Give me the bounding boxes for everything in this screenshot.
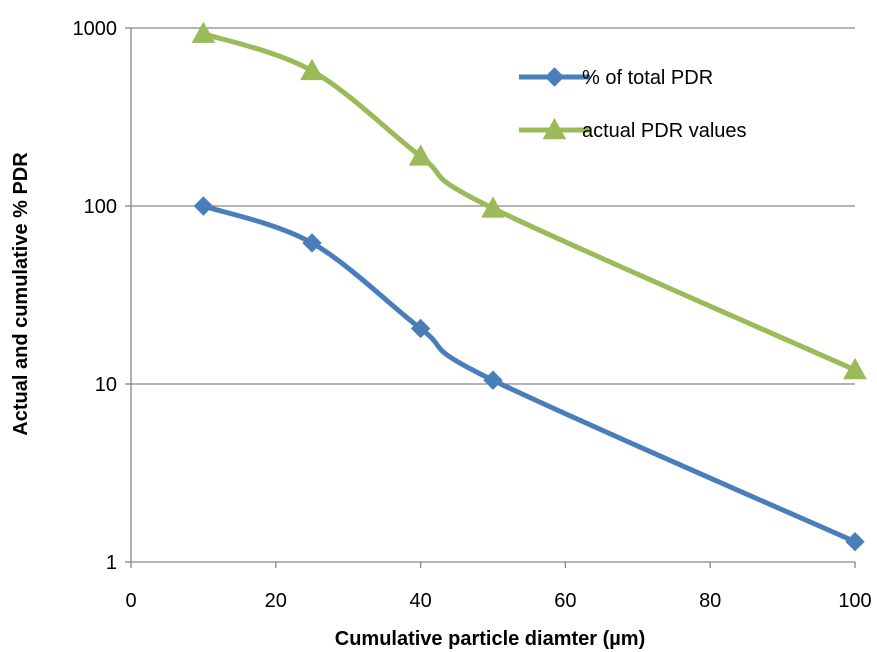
data-point-triangle xyxy=(300,58,324,81)
data-point-diamond xyxy=(845,532,865,552)
x-tick-label: 100 xyxy=(838,590,871,612)
y-tick-label: 1 xyxy=(106,552,117,574)
legend-entry-2: actual PDR values xyxy=(519,117,747,142)
series-layer xyxy=(191,21,867,552)
legend: % of total PDR actual PDR values xyxy=(519,67,747,142)
y-tick-labels: 1 10 100 1000 xyxy=(73,18,118,574)
data-point-triangle xyxy=(843,357,867,380)
x-tick-label: 20 xyxy=(265,590,287,612)
data-point-triangle xyxy=(191,21,216,43)
data-point-diamond xyxy=(302,233,322,253)
data-point-triangle xyxy=(408,144,433,166)
x-tick-label: 60 xyxy=(554,590,576,612)
y-tick-label: 10 xyxy=(95,374,117,396)
x-tick-label: 80 xyxy=(699,590,721,612)
series-line xyxy=(202,31,857,373)
y-tick-label: 100 xyxy=(84,196,117,218)
x-tick-label: 0 xyxy=(125,590,136,612)
legend-label: actual PDR values xyxy=(582,120,747,142)
legend-marker xyxy=(542,117,567,140)
x-tick-label: 40 xyxy=(409,590,431,612)
axes xyxy=(125,27,856,568)
y-tick-label: 1000 xyxy=(73,18,118,40)
series-line xyxy=(202,203,857,545)
x-tick-labels: 0 20 40 60 80 100 xyxy=(125,590,871,612)
legend-label: % of total PDR xyxy=(582,67,713,89)
y-axis-title: Actual and cumulative % PDR xyxy=(10,152,32,436)
legend-marker xyxy=(544,67,565,87)
data-point-diamond xyxy=(193,196,214,216)
data-point-diamond xyxy=(410,318,431,339)
data-point-triangle xyxy=(481,196,505,218)
series-1 xyxy=(193,196,865,552)
data-point-diamond xyxy=(483,370,503,390)
x-axis-title: Cumulative particle diamter (µm) xyxy=(335,628,646,650)
series-2 xyxy=(191,21,867,380)
legend-entry-1: % of total PDR xyxy=(519,67,713,89)
